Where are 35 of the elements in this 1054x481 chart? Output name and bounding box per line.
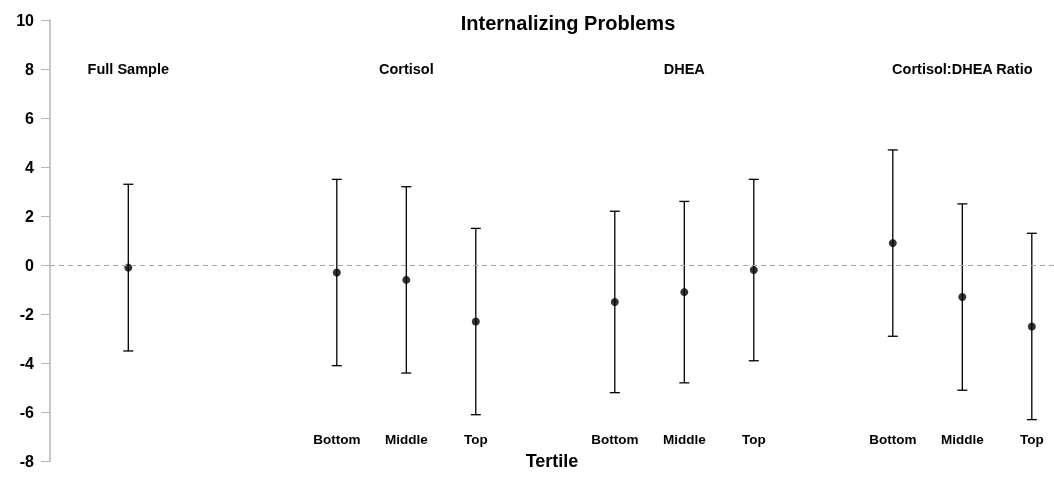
point	[1027, 322, 1036, 331]
y-tick-label: 0	[25, 256, 35, 274]
x-tick-label: Middle	[384, 431, 429, 447]
x-tick-label: Bottom	[313, 431, 361, 447]
y-tick-label: 2	[25, 207, 35, 225]
x-tick-label: Middle	[662, 431, 707, 447]
x-tick-label: Top	[463, 431, 488, 447]
x-tick-label: Bottom	[591, 431, 639, 447]
point	[402, 275, 411, 284]
annotation: Full Sample	[87, 61, 169, 77]
point	[124, 263, 133, 272]
y-tick-label: -8	[19, 452, 35, 470]
y-tick-label: 8	[25, 60, 35, 78]
point	[888, 239, 897, 248]
point	[958, 293, 967, 302]
point	[332, 268, 341, 277]
x-tick-label: Top	[1019, 431, 1044, 447]
y-tick-label: 10	[16, 11, 35, 29]
annotation: DHEA	[663, 61, 706, 77]
point	[749, 266, 758, 275]
x-tick-label: Middle	[940, 431, 985, 447]
y-tick-label: -4	[19, 354, 35, 372]
annotation: Cortisol:DHEA Ratio	[892, 61, 1033, 77]
y-tick-label: -2	[19, 305, 35, 323]
point	[610, 297, 619, 306]
point	[471, 317, 480, 326]
point	[680, 288, 689, 297]
y-tick-label: 4	[25, 158, 35, 176]
x-tick-label: Bottom	[869, 431, 917, 447]
chart-title: Internalizing Problems	[460, 12, 676, 34]
y-tick-label: 6	[25, 109, 35, 127]
annotation: Cortisol	[378, 61, 434, 77]
x-tick-label: Top	[741, 431, 766, 447]
y-tick-label: -6	[19, 403, 35, 421]
x-axis-title: Tertile	[525, 451, 579, 472]
